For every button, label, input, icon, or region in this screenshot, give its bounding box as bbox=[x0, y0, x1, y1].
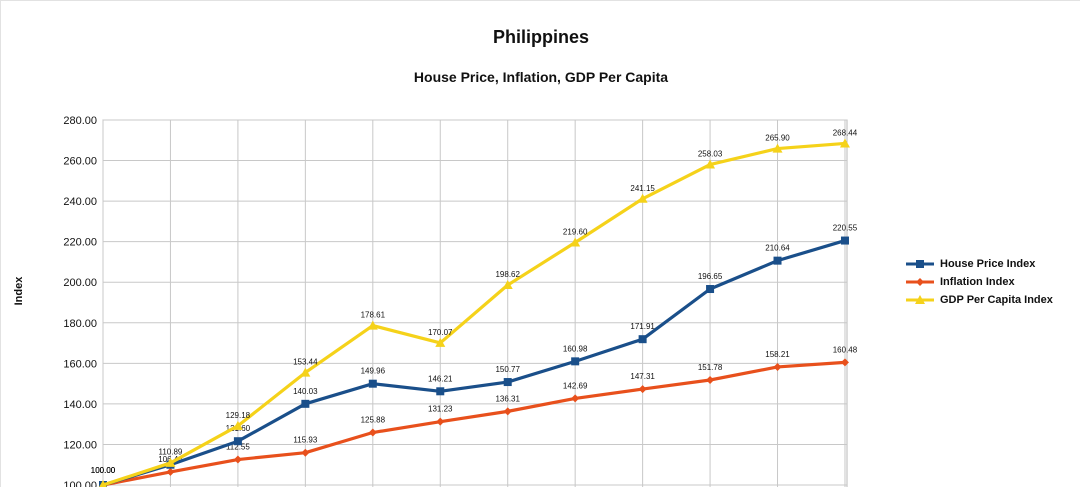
data-point-gdp-per-capita bbox=[705, 159, 716, 169]
data-point-gdp-per-capita bbox=[367, 320, 378, 330]
data-point-house-price bbox=[773, 256, 782, 265]
y-tick-label: 220.00 bbox=[63, 237, 97, 249]
data-label-house-price: 160.98 bbox=[563, 344, 588, 353]
data-point-gdp-per-capita bbox=[637, 193, 648, 203]
data-point-house-price bbox=[840, 236, 849, 245]
y-tick-label: 180.00 bbox=[63, 318, 97, 330]
legend: House Price Index Inflation Index GDP Pe… bbox=[906, 255, 1053, 309]
data-label-house-price: 171.91 bbox=[630, 322, 655, 331]
y-tick-label: 240.00 bbox=[63, 196, 97, 208]
data-label-inflation: 125.88 bbox=[361, 416, 386, 425]
plot-border bbox=[102, 119, 848, 487]
data-point-inflation bbox=[840, 358, 849, 367]
legend-swatch-inflation bbox=[906, 276, 934, 288]
data-label-house-price: 140.03 bbox=[293, 387, 318, 396]
y-tick-label: 280.00 bbox=[63, 115, 97, 127]
y-tick-label: 200.00 bbox=[63, 277, 97, 289]
legend-label-gdp-per-capita: GDP Per Capita Index bbox=[940, 294, 1053, 306]
data-point-house-price bbox=[368, 379, 377, 388]
y-tick-label: 260.00 bbox=[63, 156, 97, 168]
data-point-inflation bbox=[503, 407, 512, 416]
data-label-inflation: 136.31 bbox=[495, 394, 520, 403]
data-point-inflation bbox=[706, 376, 715, 385]
data-label-house-price: 150.77 bbox=[495, 365, 520, 374]
legend-label-inflation: Inflation Index bbox=[940, 276, 1015, 288]
data-point-gdp-per-capita bbox=[570, 237, 581, 247]
series-line-inflation bbox=[101, 360, 847, 487]
legend-item-house-price: House Price Index bbox=[906, 255, 1053, 273]
legend-item-gdp-per-capita: GDP Per Capita Index bbox=[906, 291, 1053, 309]
data-label-inflation: 151.78 bbox=[698, 363, 723, 372]
data-point-house-price bbox=[571, 357, 580, 366]
data-label-gdp-per-capita: 100.00 bbox=[91, 466, 116, 475]
data-label-gdp-per-capita: 178.61 bbox=[361, 311, 386, 320]
data-point-gdp-per-capita bbox=[232, 420, 243, 430]
series-line-gdp-per-capita bbox=[101, 141, 847, 487]
data-label-gdp-per-capita: 129.18 bbox=[226, 411, 251, 420]
data-label-inflation: 142.69 bbox=[563, 381, 588, 390]
data-label-gdp-per-capita: 198.62 bbox=[495, 270, 520, 279]
data-point-inflation bbox=[638, 385, 647, 394]
data-label-house-price: 220.55 bbox=[833, 224, 858, 233]
data-point-gdp-per-capita bbox=[502, 280, 513, 290]
data-label-house-price: 196.65 bbox=[698, 272, 723, 281]
y-tick-label: 160.00 bbox=[63, 358, 97, 370]
data-point-gdp-per-capita bbox=[435, 337, 446, 347]
data-point-gdp-per-capita bbox=[839, 138, 850, 148]
data-point-house-price bbox=[301, 399, 310, 408]
data-label-gdp-per-capita: 268.44 bbox=[833, 128, 858, 137]
data-label-house-price: 210.64 bbox=[765, 244, 790, 253]
data-label-house-price: 146.21 bbox=[428, 374, 453, 383]
data-label-gdp-per-capita: 258.03 bbox=[698, 150, 723, 159]
data-point-inflation bbox=[436, 417, 445, 426]
data-point-gdp-per-capita bbox=[99, 480, 107, 487]
y-tick-label: 140.00 bbox=[63, 399, 97, 411]
data-label-inflation: 160.48 bbox=[833, 345, 858, 354]
data-label-inflation: 131.23 bbox=[428, 405, 453, 414]
data-point-house-price bbox=[638, 335, 647, 344]
legend-label-house-price: House Price Index bbox=[940, 258, 1036, 270]
data-label-gdp-per-capita: 170.07 bbox=[428, 328, 453, 337]
legend-swatch-house-price bbox=[906, 258, 934, 270]
data-label-inflation: 115.93 bbox=[293, 436, 317, 445]
data-point-house-price bbox=[706, 285, 715, 294]
data-point-house-price bbox=[503, 378, 512, 387]
data-point-gdp-per-capita bbox=[300, 367, 311, 377]
series-line-house-price bbox=[101, 238, 847, 487]
data-point-gdp-per-capita bbox=[165, 457, 176, 467]
data-point-inflation bbox=[773, 362, 782, 371]
data-label-inflation: 147.31 bbox=[630, 372, 655, 381]
data-label-gdp-per-capita: 265.90 bbox=[765, 134, 790, 143]
data-label-inflation: 158.21 bbox=[765, 350, 790, 359]
data-label-inflation: 112.55 bbox=[226, 443, 250, 452]
data-label-house-price: 100.00 bbox=[91, 466, 116, 475]
data-point-inflation bbox=[233, 455, 242, 464]
legend-item-inflation: Inflation Index bbox=[906, 273, 1053, 291]
data-point-house-price bbox=[436, 387, 445, 396]
data-label-house-price: 149.96 bbox=[361, 367, 386, 376]
data-point-inflation bbox=[368, 428, 377, 437]
data-label-inflation: 100.00 bbox=[91, 466, 116, 475]
data-label-gdp-per-capita: 241.15 bbox=[630, 184, 655, 193]
data-label-gdp-per-capita: 153.44 bbox=[293, 358, 318, 367]
chart-subtitle: House Price, Inflation, GDP Per Capita bbox=[413, 69, 669, 85]
legend-swatch-gdp-per-capita bbox=[906, 294, 934, 306]
data-point-inflation bbox=[301, 448, 310, 457]
y-tick-label: 120.00 bbox=[63, 439, 97, 451]
data-point-inflation bbox=[166, 467, 175, 476]
chart-title: Philippines bbox=[492, 27, 589, 47]
y-tick-label: 100.00 bbox=[63, 480, 97, 487]
data-point-inflation bbox=[571, 394, 580, 403]
data-point-house-price bbox=[233, 437, 242, 446]
data-label-house-price: 110.89 bbox=[159, 448, 183, 457]
data-point-gdp-per-capita bbox=[772, 143, 783, 153]
data-label-gdp-per-capita: 219.60 bbox=[563, 227, 588, 236]
